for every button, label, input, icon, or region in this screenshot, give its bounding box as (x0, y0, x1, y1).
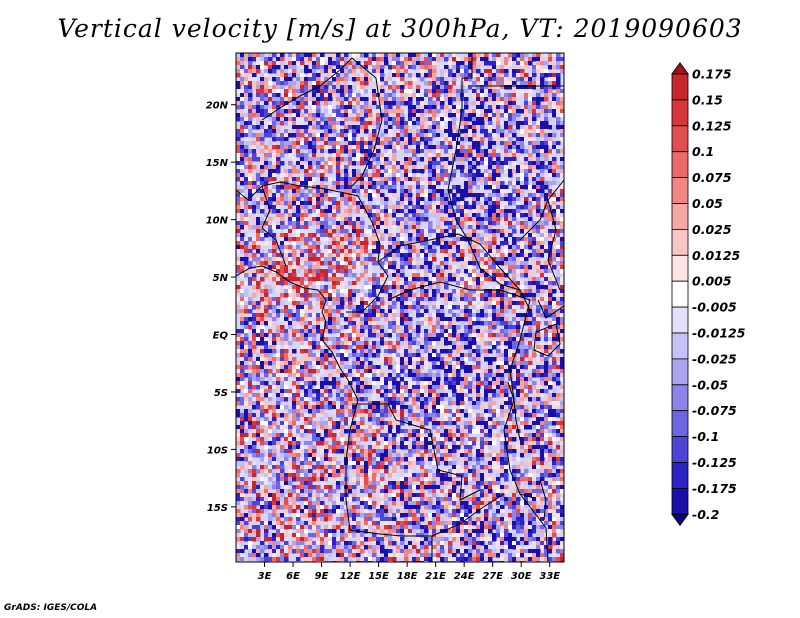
coastline-west-africa (236, 265, 349, 381)
x-tick-label: 9E (315, 571, 329, 582)
lake-malawi (539, 479, 547, 521)
colorbar-swatch (671, 410, 689, 438)
colorbar-swatch (671, 436, 689, 463)
colorbar-swatch (671, 203, 689, 230)
country-borders (236, 53, 564, 562)
colorbar-swatch (671, 280, 689, 308)
colorbar-swatch (671, 177, 689, 204)
border-libya-egypt (461, 53, 473, 110)
border-drc-east (503, 299, 535, 499)
x-tick-label: 15E (368, 571, 389, 582)
colorbar-label: 0.005 (692, 274, 732, 289)
colorbar-label: -0.1 (692, 429, 719, 444)
colorbar: 0.175 0.15 0.125 0.1 0.075 0.05 0.025 0.0125 0.0… (671, 62, 746, 527)
colorbar-swatch (671, 358, 689, 386)
x-tick-label: 27E (482, 571, 503, 582)
colorbar-bottom-arrow (671, 513, 689, 527)
y-tick-label: 5N (213, 273, 229, 284)
border-car (377, 233, 531, 311)
chart-title: Vertical velocity [m/s] at 300hPa, VT: 2… (57, 14, 743, 43)
colorbar-label: -0.025 (692, 351, 737, 366)
colorbar-label: 0.025 (692, 222, 732, 237)
colorbar-swatch (671, 99, 689, 127)
x-tick-label: 3E (258, 571, 272, 582)
border-nigeria (261, 181, 359, 197)
velocity-field (236, 53, 564, 562)
y-tick-label: 15N (206, 158, 229, 169)
border-angola (345, 379, 432, 537)
colorbar-swatch (671, 228, 689, 256)
colorbar-swatch (671, 332, 689, 360)
y-tick-label: 10N (206, 216, 229, 227)
border-mozambique (519, 493, 549, 562)
x-tick-label: 12E (340, 571, 361, 582)
colorbar-swatch (671, 151, 689, 178)
colorbar-label: 0.0125 (692, 248, 741, 263)
border-angola-drc (352, 403, 481, 501)
colorbar-top-arrow (671, 62, 689, 75)
colorbar-swatch (671, 125, 689, 153)
border-zambia (431, 493, 505, 537)
colorbar-label: 0.075 (692, 170, 732, 185)
border-west-small (236, 185, 287, 267)
grads-credit: GrADS: IGES/COLA (4, 603, 98, 613)
x-tick-label: 24E (454, 571, 475, 582)
x-tick-label: 30E (511, 571, 532, 582)
colorbar-label: -0.05 (692, 377, 728, 392)
y-tick-label: 5S (214, 388, 228, 399)
lake-victoria (533, 323, 561, 357)
y-tick-label: 15S (207, 503, 228, 514)
border-cameroon (346, 195, 389, 313)
colorbar-label: 0.05 (692, 196, 723, 211)
colorbar-label: -0.005 (692, 300, 737, 315)
map-frame (235, 52, 565, 563)
colorbar-swatch (671, 254, 689, 282)
colorbar-label: -0.175 (692, 481, 737, 496)
border-ethiopia (547, 199, 561, 291)
colorbar-swatch (671, 73, 689, 101)
y-axis: 20N 15N 10N 5N EQ 5S 10S 15S (206, 101, 236, 514)
border-east-1 (519, 179, 564, 241)
colorbar-label: -0.075 (692, 403, 737, 418)
x-tick-label: 21E (425, 571, 446, 582)
colorbar-label: -0.2 (692, 507, 719, 522)
colorbar-label: -0.0125 (692, 326, 746, 341)
lake-tanganyika (507, 381, 521, 441)
x-tick-label: 6E (286, 571, 300, 582)
colorbar-swatch (671, 462, 689, 489)
x-tick-label: 18E (397, 571, 418, 582)
x-tick-label: 33E (539, 571, 560, 582)
y-tick-label: 10S (207, 445, 228, 456)
y-tick-label: EQ (213, 331, 229, 342)
y-tick-label: 20N (206, 101, 229, 112)
colorbar-label: 0.175 (692, 67, 732, 82)
border-drc-north (387, 281, 531, 301)
border-north-1 (261, 57, 353, 121)
colorbar-swatch (671, 487, 689, 515)
border-chad-sudan (447, 109, 521, 291)
border-kenya (537, 299, 564, 319)
colorbar-label: -0.125 (692, 455, 737, 470)
x-axis: 3E 6E 9E 12E 15E 18E 21E 24E 27E 30E 33E (258, 562, 560, 582)
colorbar-label: 0.125 (692, 118, 732, 133)
colorbar-swatch (671, 306, 689, 334)
border-niger-chad (351, 57, 383, 187)
colorbar-swatch (671, 384, 689, 412)
colorbar-label: 0.15 (692, 92, 723, 107)
colorbar-label: 0.1 (692, 144, 714, 159)
